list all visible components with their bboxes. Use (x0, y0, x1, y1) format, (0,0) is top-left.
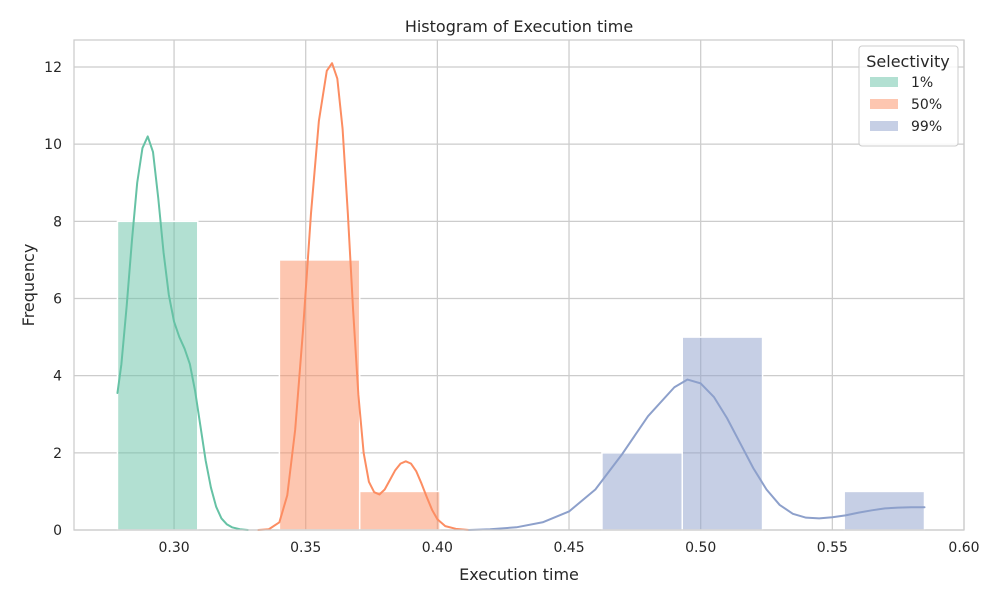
plot-frame (73, 39, 965, 531)
kde-line (467, 378, 926, 531)
legend-label: 50% (911, 97, 942, 113)
x-axis-label: Execution time (459, 565, 579, 584)
x-tick-label: 0.40 (422, 540, 453, 556)
y-tick-label: 0 (53, 523, 62, 539)
x-tick-label: 0.50 (685, 540, 716, 556)
y-tick-label: 12 (44, 60, 62, 76)
y-tick-label: 6 (53, 292, 62, 308)
legend-swatch (870, 121, 898, 131)
x-axis-ticks: 0.30 0.35 0.40 0.45 0.50 0.55 0.60 (158, 540, 979, 556)
chart-title: Histogram of Execution time (405, 17, 633, 36)
histogram-bar (358, 490, 441, 531)
x-tick-label: 0.55 (817, 540, 848, 556)
histogram-bar (278, 259, 361, 531)
legend-swatch (870, 99, 898, 109)
y-tick-label: 4 (53, 369, 62, 385)
kde-line (257, 62, 470, 531)
x-tick-label: 0.45 (553, 540, 584, 556)
legend-label: 99% (911, 119, 942, 135)
histogram-bars (116, 220, 926, 531)
histogram-bar (116, 220, 199, 531)
histogram-bar (681, 336, 764, 531)
legend-swatch (870, 77, 898, 87)
legend: Selectivity 1% 50% 99% (858, 45, 959, 147)
y-axis-ticks: 0 2 4 6 8 10 12 (44, 60, 62, 539)
legend-label: 1% (911, 75, 933, 91)
y-tick-label: 10 (44, 137, 62, 153)
legend-title: Selectivity (866, 52, 949, 71)
histogram-bar (843, 490, 926, 531)
y-tick-label: 8 (53, 214, 62, 230)
y-tick-label: 2 (53, 446, 62, 462)
kde-line (116, 135, 249, 531)
y-axis-label: Frequency (19, 244, 38, 327)
kde-curves (116, 62, 926, 531)
x-tick-label: 0.60 (948, 540, 979, 556)
grid (74, 40, 965, 531)
x-tick-label: 0.35 (290, 540, 321, 556)
x-tick-label: 0.30 (158, 540, 189, 556)
legend-items: 1% 50% 99% (870, 75, 942, 135)
